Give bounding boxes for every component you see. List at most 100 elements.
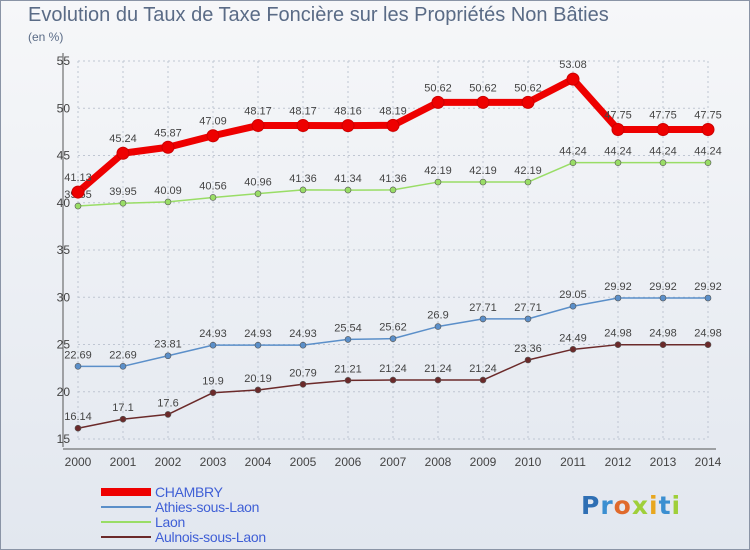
data-point <box>254 190 262 197</box>
logo-letter: i <box>649 491 659 520</box>
data-point <box>386 118 400 132</box>
data-point <box>164 411 172 418</box>
data-label: 23.36 <box>514 343 542 355</box>
data-point <box>299 186 307 194</box>
data-label: 42.19 <box>514 165 542 177</box>
x-tick-label: 2007 <box>380 455 407 469</box>
data-point <box>344 336 352 343</box>
data-label: 24.98 <box>604 328 632 340</box>
data-label: 24.93 <box>244 328 272 340</box>
data-point <box>611 123 625 137</box>
data-point <box>476 95 490 109</box>
data-label: 21.24 <box>469 363 497 375</box>
data-label: 41.34 <box>334 173 362 185</box>
data-point <box>701 123 715 137</box>
data-point <box>434 376 442 384</box>
data-point <box>71 185 85 199</box>
data-point <box>254 386 262 394</box>
data-point <box>434 178 442 186</box>
data-point <box>521 95 535 109</box>
data-label: 48.16 <box>334 106 362 118</box>
data-point <box>659 294 667 302</box>
y-axis-unit: (en %) <box>28 30 64 44</box>
data-point <box>251 119 265 133</box>
data-label: 45.24 <box>109 133 137 145</box>
data-label: 41.36 <box>289 173 317 185</box>
data-label: 47.75 <box>694 110 722 122</box>
data-point <box>164 352 172 360</box>
x-tick-label: 2006 <box>335 455 362 469</box>
data-label: 19.9 <box>202 376 223 388</box>
data-point <box>344 186 352 194</box>
legend-swatch <box>101 521 151 523</box>
data-point <box>431 95 445 109</box>
data-label: 53.08 <box>559 59 587 71</box>
data-label: 41.13 <box>64 172 92 184</box>
data-label: 44.24 <box>694 146 722 158</box>
data-point <box>479 376 487 384</box>
legend-label: Aulnois-sous-Laon <box>155 529 266 545</box>
data-label: 50.62 <box>469 82 497 94</box>
x-tick-label: 2005 <box>290 455 317 469</box>
data-point <box>656 123 670 137</box>
data-point <box>164 198 172 206</box>
data-label: 40.96 <box>244 177 272 189</box>
data-label: 24.49 <box>559 332 587 344</box>
logo-letter: o <box>613 491 632 520</box>
data-label: 29.92 <box>694 281 722 293</box>
x-tick-label: 2008 <box>425 455 452 469</box>
data-point <box>299 380 307 388</box>
data-label: 22.69 <box>109 349 137 361</box>
legend-item: Laon <box>101 514 321 530</box>
proxiti-logo: Proxiti <box>581 491 681 520</box>
x-tick-label: 2003 <box>200 455 227 469</box>
data-label: 23.81 <box>154 339 182 351</box>
data-point <box>569 302 577 310</box>
x-tick-label: 2004 <box>245 455 272 469</box>
data-point <box>299 341 307 349</box>
legend-swatch <box>101 506 151 508</box>
data-point <box>704 159 712 166</box>
data-label: 21.21 <box>334 363 362 375</box>
data-point <box>254 341 262 349</box>
legend-label: Laon <box>155 514 185 530</box>
data-point <box>569 346 577 353</box>
data-point <box>116 146 130 160</box>
data-point <box>524 178 532 186</box>
data-label: 39.95 <box>109 186 137 198</box>
data-label: 44.24 <box>604 146 632 158</box>
data-label: 24.98 <box>694 328 722 340</box>
data-label: 47.09 <box>199 116 227 128</box>
data-label: 47.75 <box>604 110 632 122</box>
data-point <box>74 424 82 432</box>
data-label: 48.17 <box>244 106 272 118</box>
data-point <box>161 140 175 154</box>
legend-item: Aulnois-sous-Laon <box>101 529 321 545</box>
legend-label: CHAMBRY <box>155 484 223 500</box>
data-label: 40.09 <box>154 185 182 197</box>
data-label: 48.19 <box>379 105 407 117</box>
data-label: 16.14 <box>64 411 92 423</box>
data-point <box>296 119 310 133</box>
x-tick-label: 2011 <box>560 455 586 469</box>
data-point <box>74 363 82 370</box>
data-point <box>389 335 397 342</box>
x-tick-label: 2001 <box>110 455 137 469</box>
data-point <box>209 194 217 201</box>
logo-letter: x <box>631 491 649 520</box>
legend-item: Athies-sous-Laon <box>101 499 321 515</box>
data-label: 25.62 <box>379 322 407 334</box>
data-label: 41.36 <box>379 173 407 185</box>
data-point <box>74 202 82 210</box>
data-point <box>614 341 622 348</box>
logo-letter: r <box>600 491 614 520</box>
data-label: 40.56 <box>199 180 227 192</box>
data-point <box>209 389 217 396</box>
data-label: 44.24 <box>649 146 677 158</box>
data-label: 22.69 <box>64 349 92 361</box>
data-point <box>479 178 487 186</box>
data-point <box>659 341 667 348</box>
data-label: 24.93 <box>289 328 317 340</box>
